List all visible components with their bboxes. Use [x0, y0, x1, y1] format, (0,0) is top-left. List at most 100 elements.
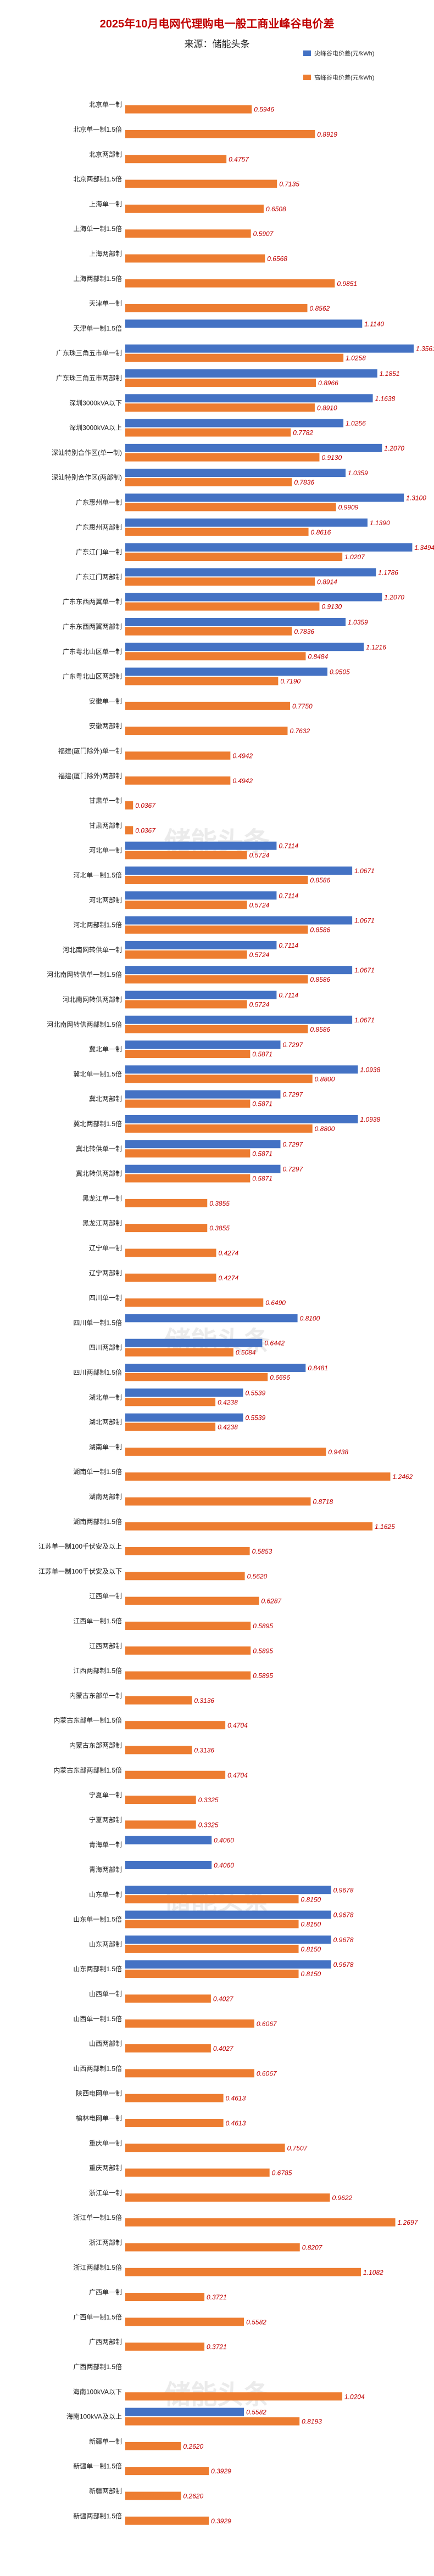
legend-swatch-high	[303, 75, 311, 80]
data-label-high: 0.9851	[337, 280, 357, 288]
data-label-high: 0.5724	[249, 852, 270, 859]
bar-high	[125, 2243, 300, 2252]
category-label: 湖南单一制	[89, 1443, 122, 1451]
data-label-high: 0.3855	[209, 1224, 230, 1232]
bar-high	[125, 1298, 264, 1307]
bar-peak	[125, 643, 364, 651]
bar-high	[125, 1398, 216, 1407]
data-label-high: 0.8586	[310, 926, 330, 934]
bar-high	[125, 602, 320, 611]
bar-peak	[125, 1314, 298, 1323]
data-label-high: 0.4238	[218, 1424, 238, 1431]
category-label: 广西单一制1.5倍	[73, 2313, 122, 2321]
bar-high	[125, 1000, 247, 1009]
data-label-peak: 0.5539	[245, 1389, 265, 1397]
data-label-high: 0.5871	[252, 1100, 272, 1108]
bar-high	[125, 378, 316, 387]
bar-peak	[125, 1015, 353, 1024]
data-label-high: 0.3721	[207, 2293, 227, 2301]
bar-peak	[125, 1140, 281, 1149]
bar-high	[125, 1273, 216, 1282]
data-label-peak: 1.2070	[384, 594, 404, 601]
bar-high	[125, 453, 320, 462]
data-label-peak: 1.0359	[348, 469, 368, 477]
category-label: 陕西电网单一制	[76, 2089, 122, 2097]
category-label: 广东东西两翼单一制	[63, 598, 122, 606]
data-label-high: 0.5895	[253, 1647, 273, 1655]
data-label-high: 0.7507	[287, 2144, 308, 2152]
data-label-high: 0.5582	[246, 2318, 266, 2326]
category-label: 广东珠三角五市两部制	[56, 374, 122, 382]
category-label: 天津单一制1.5倍	[73, 324, 122, 332]
category-label: 江苏单一制100千伏安及以下	[38, 1567, 122, 1575]
data-label-high: 1.0258	[346, 355, 366, 362]
data-label-high: 0.7632	[290, 727, 310, 735]
category-label: 北京两部制	[89, 150, 122, 158]
bar-peak	[125, 469, 346, 477]
data-label-peak: 1.0671	[354, 966, 375, 974]
category-label: 湖北两部制	[89, 1418, 122, 1426]
category-label: 河北两部制1.5倍	[73, 921, 122, 929]
bar-peak	[125, 617, 346, 626]
bar-high	[125, 2268, 361, 2276]
data-label-peak: 0.5582	[246, 2409, 266, 2416]
data-label-high: 0.3136	[194, 1746, 214, 1754]
bar-peak	[125, 443, 382, 452]
data-label-peak: 1.3494	[414, 544, 434, 552]
data-label-high: 0.8193	[302, 2418, 322, 2426]
bar-high	[125, 1820, 196, 1829]
legend-label-peak: 尖峰谷电价差(元/kWh)	[314, 49, 374, 57]
bar-peak	[125, 1115, 358, 1123]
data-label-high: 0.6287	[261, 1598, 282, 1605]
bar-peak	[125, 841, 277, 850]
data-label-high: 0.4613	[226, 2095, 246, 2102]
data-label-high: 0.8207	[302, 2243, 323, 2251]
category-label: 四川单一制	[89, 1294, 122, 1302]
bar-high	[125, 1696, 192, 1705]
category-label: 海南100kVA以下	[73, 2387, 122, 2395]
category-label: 河北南网转供单一制1.5倍	[47, 970, 122, 978]
data-label-peak: 0.9678	[333, 1961, 354, 1968]
data-label-peak: 0.7297	[282, 1140, 303, 1148]
bar-high	[125, 527, 309, 536]
category-label: 四川两部制	[89, 1343, 122, 1352]
bar-high	[125, 1994, 211, 2003]
bar-peak	[125, 667, 327, 676]
category-label: 湖南单一制1.5倍	[73, 1467, 122, 1476]
bar-high	[125, 652, 306, 661]
data-label-high: 0.4757	[229, 155, 249, 163]
category-label: 广东东西两翼两部制	[63, 622, 122, 631]
bar-high	[125, 975, 308, 984]
category-label: 江西两部制1.5倍	[73, 1667, 122, 1675]
bar-peak	[125, 2408, 244, 2416]
category-label: 山东两部制1.5倍	[73, 1965, 122, 1973]
bar-peak	[125, 319, 363, 328]
bar-peak	[125, 966, 353, 975]
legend: 尖峰谷电价差(元/kWh) 高峰谷电价差(元/kWh)	[303, 49, 374, 81]
bar-peak	[125, 1935, 331, 1944]
category-label: 四川单一制1.5倍	[73, 1318, 122, 1326]
data-label-high: 0.3855	[209, 1200, 230, 1207]
bar-high	[125, 130, 315, 138]
bar-high	[125, 2392, 343, 2401]
data-label-high: 0.8800	[315, 1075, 335, 1083]
bar-high	[125, 875, 308, 884]
category-label: 广东惠州单一制	[76, 498, 122, 506]
chart-title: 2025年10月电网代理购电一般工商业峰谷电价差	[100, 17, 335, 30]
bar-high	[125, 2218, 396, 2227]
data-label-peak: 0.9505	[330, 668, 350, 676]
data-label-peak: 0.7114	[279, 942, 298, 949]
data-label-high: 0.4704	[227, 1722, 248, 1729]
data-label-high: 0.5620	[247, 1572, 268, 1580]
data-label-high: 0.6696	[270, 1374, 290, 1381]
bar-high	[125, 105, 252, 114]
bar-high	[125, 2193, 330, 2202]
bar-high	[125, 1746, 192, 1754]
data-label-high: 1.1625	[375, 1523, 395, 1531]
category-label: 河北两部制	[89, 896, 122, 904]
bar-peak	[125, 941, 277, 949]
bar-high	[125, 1174, 251, 1183]
category-label: 四川两部制1.5倍	[73, 1368, 122, 1376]
bar-high	[125, 801, 133, 810]
